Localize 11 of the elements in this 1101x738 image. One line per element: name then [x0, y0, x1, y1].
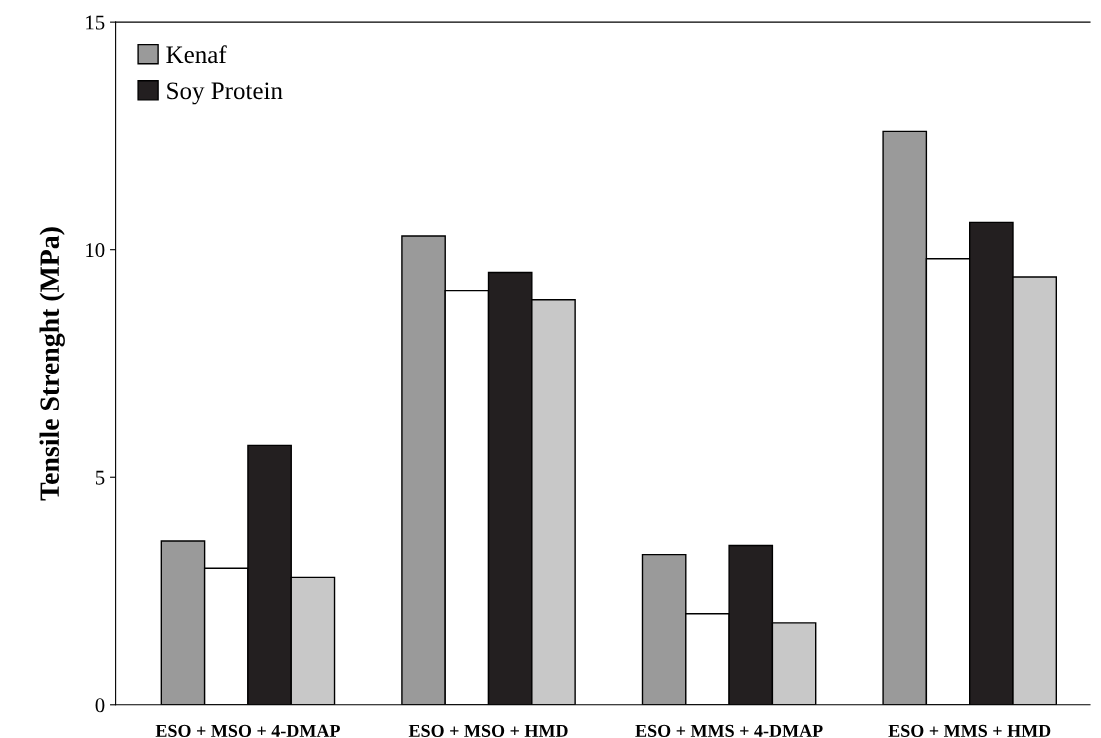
- x-tick-label: ESO + MMS + 4-DMAP: [635, 724, 823, 737]
- x-tick-label: ESO + MSO + 4-DMAP: [155, 724, 340, 737]
- y-tick-label: 10: [86, 243, 105, 258]
- x-tick-label: ESO + MMS + HMD: [888, 724, 1051, 737]
- y-tick-label: 0: [95, 698, 105, 713]
- y-tick-label: 15: [86, 15, 105, 30]
- x-tick-label: ESO + MSO + HMD: [408, 724, 568, 737]
- y-tick-label: 5: [95, 470, 105, 485]
- legend-label: Kenaf: [166, 45, 227, 64]
- y-axis-title: Tensile Strenght (MPa): [39, 227, 65, 501]
- legend-label: Soy Protein: [167, 82, 283, 105]
